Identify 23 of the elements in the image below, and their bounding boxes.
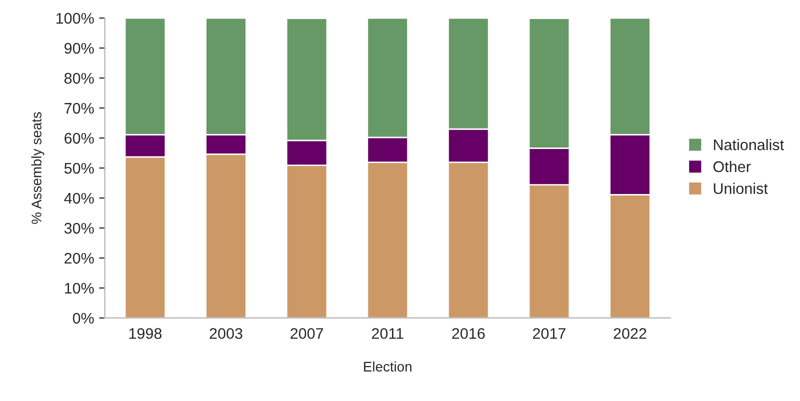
y-tick-label: 90% xyxy=(64,42,94,54)
y-tick-label: 70% xyxy=(64,102,94,114)
y-axis-title: % Assembly seats xyxy=(31,112,44,224)
x-tick-label: 2016 xyxy=(452,328,485,339)
y-tick-label: 50% xyxy=(64,162,94,174)
y-tick-label: 60% xyxy=(64,132,94,144)
legend-label: Unionist xyxy=(714,182,768,194)
x-tick-label: 2017 xyxy=(532,328,566,339)
x-tick-label: 2011 xyxy=(372,328,404,339)
y-tick-label: 40% xyxy=(64,192,94,204)
x-tick-label: 1998 xyxy=(129,328,162,339)
x-tick-label: 2022 xyxy=(614,328,646,339)
y-tick-label: 80% xyxy=(64,72,94,84)
x-tick-label: 2003 xyxy=(210,328,242,339)
y-tick-label: 20% xyxy=(64,252,94,264)
y-tick-label: 10% xyxy=(64,282,94,294)
x-tick-label: 2007 xyxy=(290,328,324,339)
legend-label: Nationalist xyxy=(714,139,784,150)
y-tick-label: 30% xyxy=(64,222,94,234)
y-tick-label: 0% xyxy=(72,312,94,324)
x-axis-title: Election xyxy=(364,361,412,372)
y-tick-label: 100% xyxy=(56,12,94,24)
legend-label: Other xyxy=(713,160,751,172)
